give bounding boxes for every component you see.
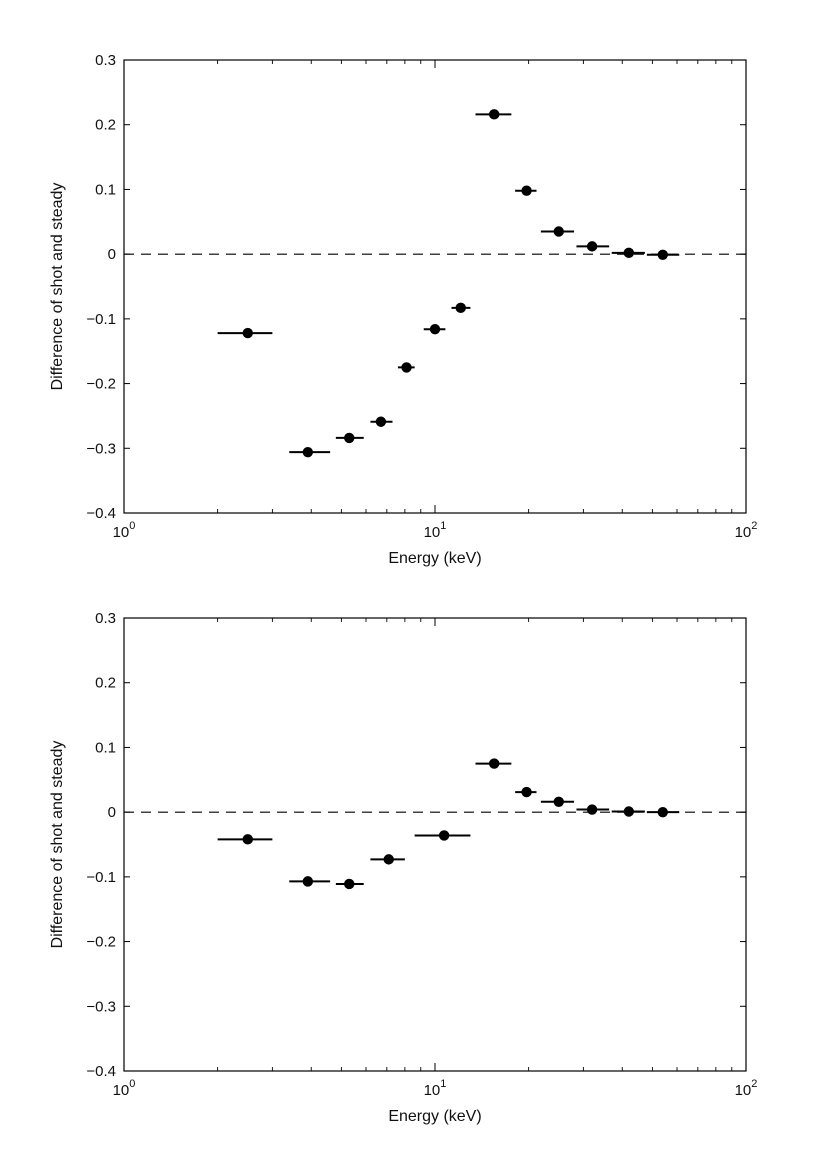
chart-bottom-ytick-label: −0.3 (86, 998, 116, 1015)
chart-top-data-point (401, 362, 412, 373)
chart-top-y-axis-label: Difference of shot and steady (49, 183, 66, 391)
chart-top-data-point (553, 226, 564, 237)
chart-bottom-ytick-label: 0 (108, 804, 116, 821)
chart-top-data-point (521, 185, 532, 196)
chart-bottom-xtick-label: 102 (735, 1078, 758, 1099)
chart-top-data-point (242, 327, 253, 339)
chart-bottom-ytick-label: −0.4 (86, 1063, 116, 1080)
chart-bottom-y-axis-label: Difference of shot and steady (49, 741, 66, 949)
chart-bottom-plot-frame (123, 617, 747, 1072)
chart-bottom-data-point (383, 854, 394, 865)
chart-bottom-data-point (553, 796, 564, 807)
chart-bottom-ytick-label: −0.1 (86, 869, 116, 886)
chart-bottom-ytick-label: 0.1 (95, 739, 116, 756)
chart-bottom-data-point (623, 806, 635, 817)
chart-top-data-point (429, 324, 441, 335)
chart-bottom-xtick-label: 101 (424, 1078, 447, 1099)
chart-top-data-point (344, 432, 355, 444)
chart-top-ytick-label: −0.4 (86, 505, 116, 522)
chart-top-xtick-label: 100 (113, 520, 136, 541)
chart-bottom-ytick-label: 0.2 (95, 675, 116, 692)
chart-top-ytick-label: 0.1 (95, 181, 116, 198)
chart-bottom-data-point (438, 830, 450, 841)
chart-top-ytick-label: −0.3 (86, 440, 116, 457)
chart-bottom-data-point (344, 878, 355, 890)
chart-bottom-data-point (488, 758, 500, 769)
chart-top-data-point (586, 241, 598, 252)
chart-top-xtick-label: 102 (735, 520, 758, 541)
chart-bottom-data-point (242, 834, 253, 845)
chart-bottom-x-axis-label: Energy (keV) (388, 1108, 481, 1125)
chart-bottom-ytick-label: 0.3 (95, 610, 116, 627)
chart-bottom-data-point (521, 786, 532, 798)
chart-top-ytick-label: −0.2 (86, 376, 116, 393)
chart-top-data-point (375, 416, 387, 427)
chart-top-data-point (455, 302, 466, 314)
chart-bottom-xtick-label: 100 (113, 1078, 136, 1099)
chart-top-xtick-label: 101 (424, 520, 447, 541)
chart-top-data-point (302, 446, 314, 458)
chart-top-data-point (623, 247, 635, 259)
chart-top-plot-frame (123, 59, 747, 514)
chart-top-x-axis-label: Energy (keV) (388, 550, 481, 567)
chart-top-ytick-label: 0.3 (95, 52, 116, 69)
chart-bottom-data-point (302, 876, 314, 887)
chart-top-data-point (488, 109, 500, 120)
chart-top-ytick-label: 0.2 (95, 117, 116, 134)
chart-bottom-data-point (586, 804, 598, 815)
chart-bottom-data-point (657, 806, 668, 818)
chart-top-ytick-label: 0 (108, 246, 116, 263)
chart-top-ytick-label: −0.1 (86, 311, 116, 328)
chart-bottom-ytick-label: −0.2 (86, 934, 116, 951)
chart-top-data-point (657, 249, 668, 260)
